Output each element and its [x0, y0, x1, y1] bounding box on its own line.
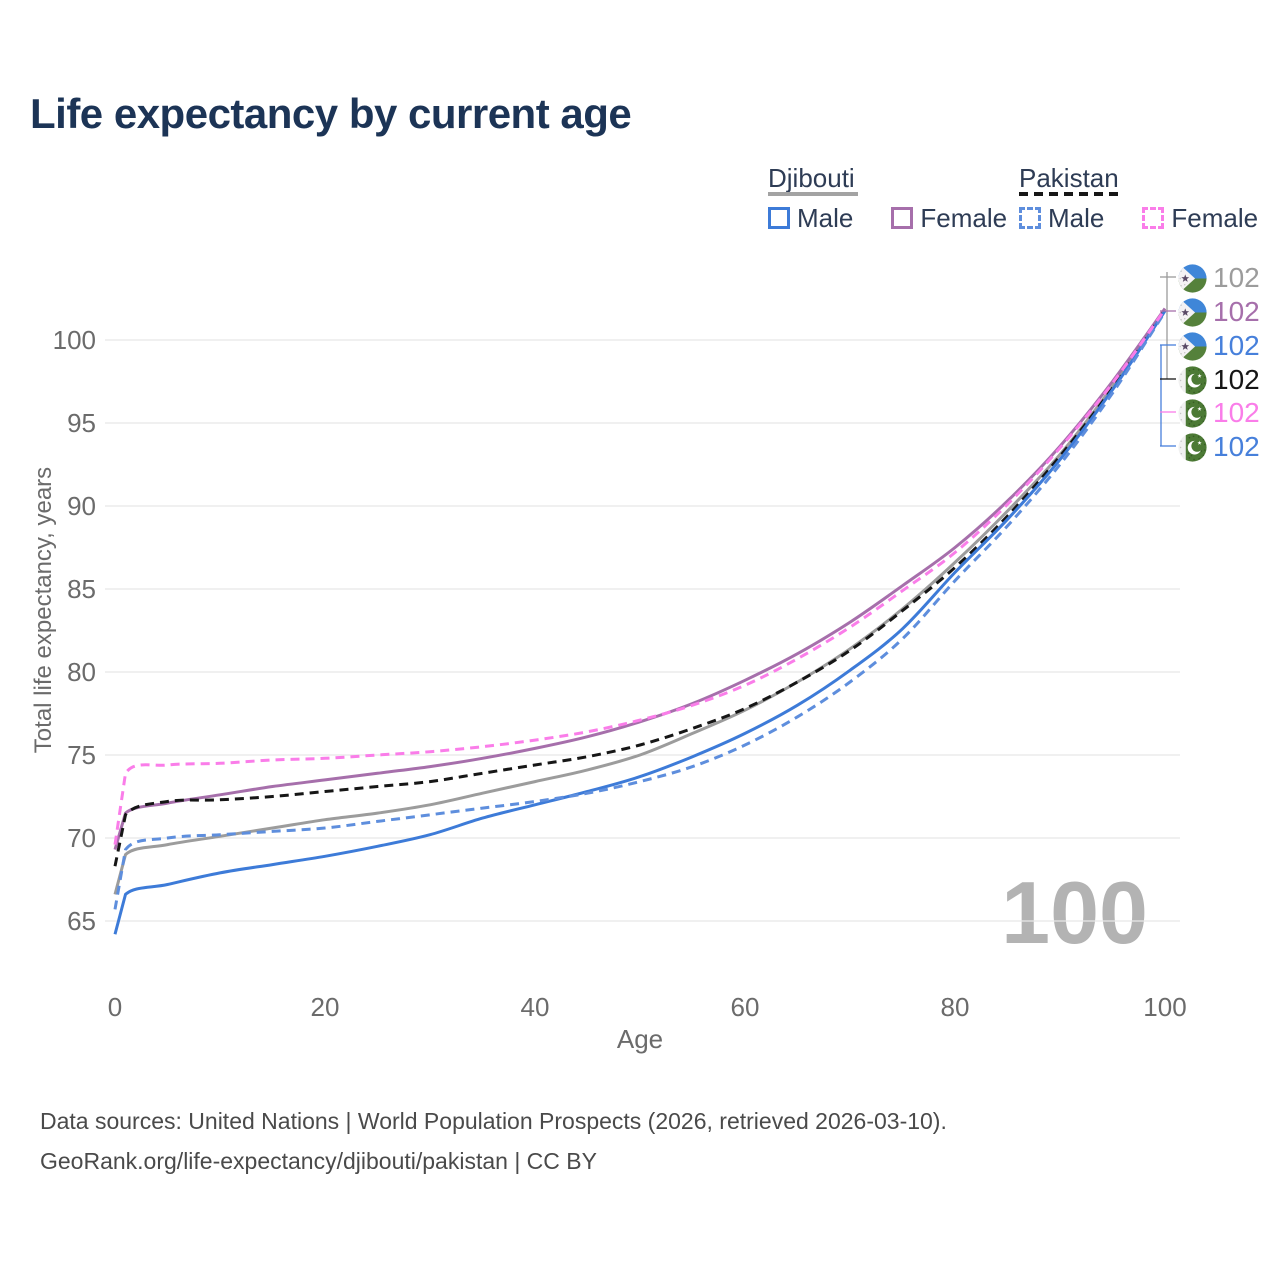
x-tick-label: 20 — [311, 992, 340, 1022]
legend-pakistan-linestyle-dashed — [1019, 192, 1119, 196]
legend-swatch-djibouti-female[interactable] — [891, 207, 914, 229]
y-tick-label: 85 — [67, 574, 96, 604]
y-tick-label: 100 — [53, 325, 96, 355]
x-tick-label: 0 — [108, 992, 122, 1022]
page-title: Life expectancy by current age — [30, 90, 632, 137]
legend-pakistan-items: Male Female — [1019, 203, 1280, 233]
y-tick-label: 90 — [67, 491, 96, 521]
y-tick-label: 70 — [67, 823, 96, 853]
end-label-connectors — [1160, 272, 1176, 447]
series-line-djibouti-female — [113, 307, 1167, 851]
x-tick-label: 100 — [1143, 992, 1186, 1022]
x-tick-label: 80 — [941, 992, 970, 1022]
legend-country-djibouti[interactable]: Djibouti — [768, 163, 855, 193]
y-tick-label: 75 — [67, 740, 96, 770]
series-line-djibouti-male — [113, 310, 1167, 935]
legend-label-djibouti-female[interactable]: Female — [920, 202, 1008, 233]
legend-swatch-djibouti-male[interactable] — [768, 207, 790, 229]
legend-label-pakistan-male[interactable]: Male — [1048, 202, 1105, 233]
legend-swatch-pakistan-male[interactable] — [1019, 207, 1041, 229]
footer-attribution: GeoRank.org/life-expectancy/djibouti/pak… — [40, 1148, 597, 1174]
x-tick-label: 40 — [521, 992, 550, 1022]
gridlines: 65 70 75 80 85 90 95 100 0 20 40 60 80 100 — [53, 325, 1187, 1022]
footer-sources: Data sources: United Nations | World Pop… — [40, 1108, 947, 1134]
series-line-pakistan-male — [113, 310, 1167, 910]
legend-label-djibouti-male[interactable]: Male — [797, 202, 854, 233]
x-tick-label: 60 — [731, 992, 760, 1022]
series-line-djibouti-total — [113, 309, 1167, 895]
y-tick-label: 80 — [67, 657, 96, 687]
line-chart: 65 70 75 80 85 90 95 100 0 20 40 60 80 100 — [53, 272, 1187, 1022]
legend-djibouti-items: Male Female — [768, 203, 1031, 233]
y-tick-label: 95 — [67, 408, 96, 438]
current-age-indicator: 100 — [1001, 863, 1148, 962]
legend-swatch-pakistan-female[interactable] — [1142, 207, 1165, 229]
legend-djibouti-linestyle-solid — [768, 192, 858, 196]
series-line-pakistan-total — [113, 309, 1167, 867]
legend-country-pakistan[interactable]: Pakistan — [1019, 163, 1119, 193]
y-tick-label: 65 — [67, 906, 96, 936]
x-axis-title: Age — [616, 1024, 664, 1054]
legend-label-pakistan-female[interactable]: Female — [1171, 202, 1259, 233]
series-line-pakistan-female — [113, 308, 1167, 845]
